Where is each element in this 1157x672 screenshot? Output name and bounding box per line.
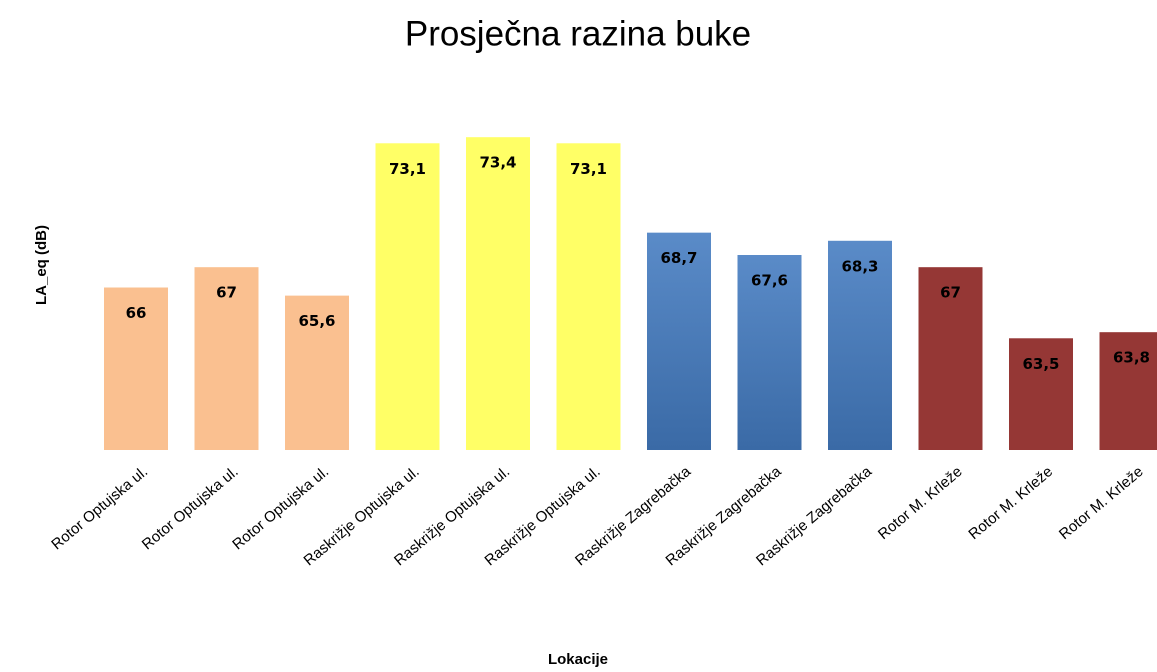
bar xyxy=(194,267,259,450)
x-tick-label: Rotor Optujska ul. xyxy=(139,463,242,553)
data-label: 63,8 xyxy=(1113,349,1150,367)
data-label: 67 xyxy=(216,284,237,302)
x-tick-label: Rotor Optujska ul. xyxy=(229,463,332,553)
bar xyxy=(647,232,711,450)
bar xyxy=(1099,332,1157,450)
x-tick-label: Rotor M. Krleže xyxy=(1056,463,1147,543)
bar xyxy=(375,143,440,450)
data-label: 65,6 xyxy=(298,312,335,330)
chart-title: Prosječna razina buke xyxy=(405,14,751,53)
data-label: 67,6 xyxy=(751,272,788,290)
bar xyxy=(556,143,621,450)
y-axis-label: LA_eq (dB) xyxy=(33,225,50,305)
bar xyxy=(918,267,983,450)
data-label: 73,1 xyxy=(570,160,607,178)
data-label: 73,1 xyxy=(389,160,426,178)
data-label: 66 xyxy=(126,304,147,322)
bar xyxy=(466,137,530,450)
bar xyxy=(1009,338,1073,450)
data-label: 63,5 xyxy=(1022,355,1059,373)
bar xyxy=(737,255,802,450)
x-axis-label: Lokacije xyxy=(548,651,608,668)
bar xyxy=(285,295,349,450)
data-label: 67 xyxy=(940,284,961,302)
data-label: 68,7 xyxy=(660,249,697,267)
bar xyxy=(828,240,892,450)
bar xyxy=(104,287,168,450)
x-tick-label: Rotor Optujska ul. xyxy=(48,463,151,553)
x-tick-label: Rotor M. Krleže xyxy=(875,463,966,543)
data-label: 68,3 xyxy=(841,257,878,275)
data-label: 73,4 xyxy=(479,154,516,172)
x-tick-label: Rotor M. Krleže xyxy=(965,463,1056,543)
